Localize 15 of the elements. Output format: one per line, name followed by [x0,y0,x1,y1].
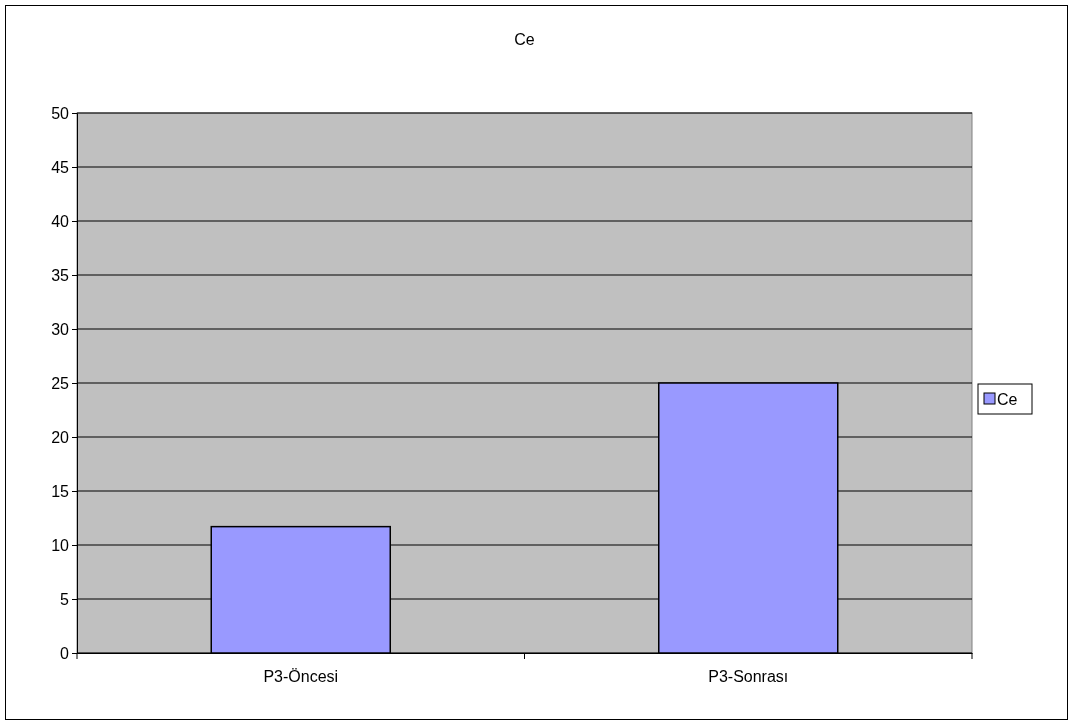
legend-label: Ce [997,391,1018,408]
y-tick-label: 40 [51,212,70,230]
y-tick-label: 50 [51,104,70,122]
y-tick-label: 10 [51,536,70,554]
x-tick-label: P3-Öncesi [263,668,339,686]
x-tick-label: P3-Sonrası [708,668,789,686]
y-tick-label: 30 [51,320,70,338]
y-tick-label: 20 [51,428,70,446]
y-tick-label: 35 [51,266,70,284]
y-tick-label: 25 [51,374,70,392]
y-tick-label: 0 [60,644,70,662]
chart-title: Ce [514,31,535,48]
y-tick-label: 45 [51,158,70,176]
y-tick-label: 15 [51,482,70,500]
y-tick-label: 5 [60,590,70,608]
